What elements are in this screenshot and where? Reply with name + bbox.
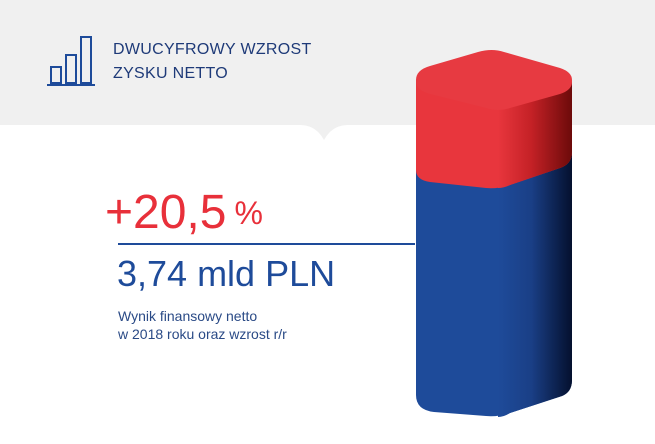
header-title-line1: DWUCYFROWY WZROST [113, 41, 312, 58]
description-line2: w 2018 roku oraz wzrost r/r [118, 326, 287, 342]
blue-segment [416, 148, 572, 417]
growth-percentage: +20,5% [105, 185, 263, 241]
header-title-line2: ZYSKU NETTO [113, 65, 229, 82]
profit-growth-block [416, 50, 572, 417]
growth-value: +20,5 [105, 186, 227, 239]
red-segment [416, 50, 572, 189]
growth-unit: % [234, 195, 263, 231]
description: Wynik finansowy netto w 2018 roku oraz w… [118, 307, 378, 343]
bar-chart-icon [47, 36, 95, 86]
header-notch [300, 125, 348, 140]
header-title: DWUCYFROWY WZROST ZYSKU NETTO [113, 38, 353, 86]
description-line1: Wynik finansowy netto [118, 308, 258, 324]
net-profit-amount: 3,74 mld PLN [117, 253, 336, 294]
divider-line [118, 243, 415, 245]
